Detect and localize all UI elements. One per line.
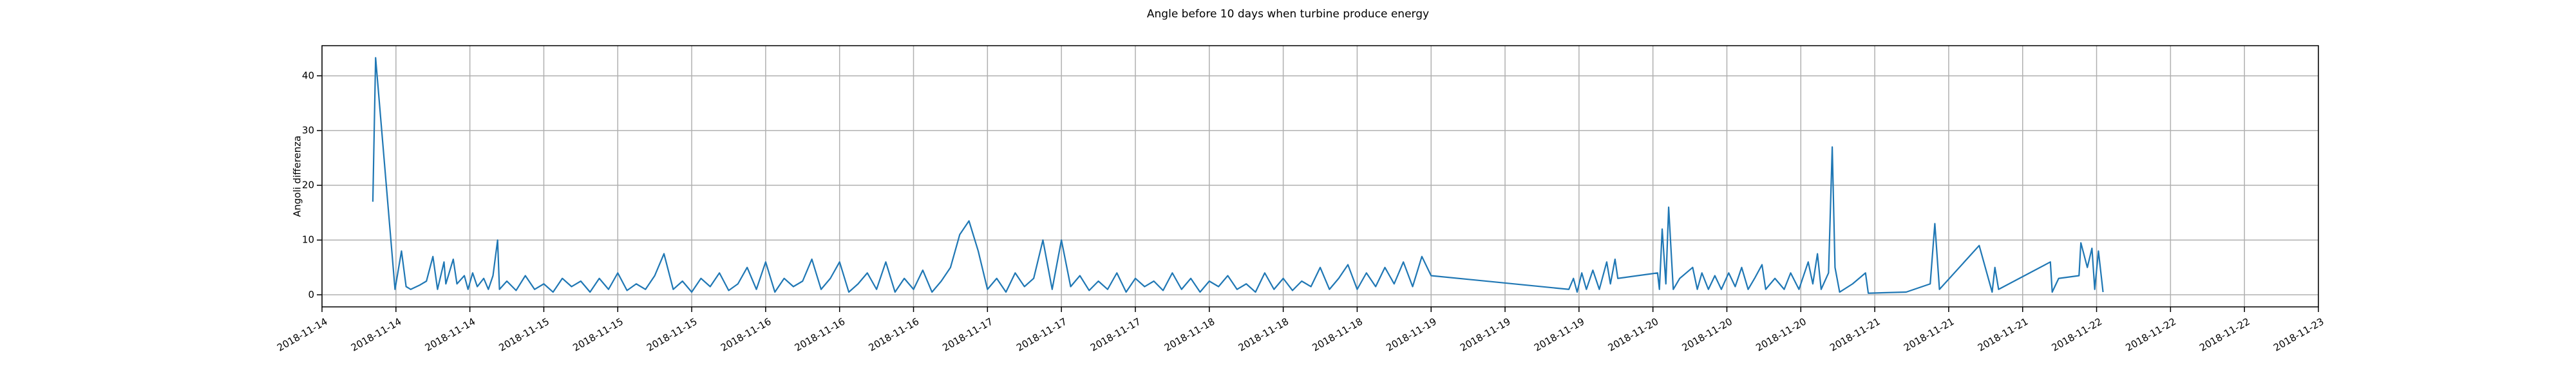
- x-tick-label: 2018-11-18: [1162, 316, 1217, 354]
- y-tick-label: 20: [302, 179, 314, 191]
- x-tick-label: 2018-11-23: [2271, 316, 2326, 354]
- x-tick-label: 2018-11-22: [2197, 316, 2252, 354]
- x-tick-label: 2018-11-21: [1976, 316, 2031, 354]
- x-tick-label: 2018-11-17: [940, 316, 995, 354]
- x-tick-label: 2018-11-15: [571, 316, 625, 354]
- y-tick-label: 0: [308, 289, 314, 300]
- x-tick-label: 2018-11-17: [1088, 316, 1143, 354]
- x-tick-label: 2018-11-16: [793, 316, 848, 354]
- y-tick-label: 10: [302, 234, 314, 246]
- x-tick-label: 2018-11-14: [423, 316, 478, 354]
- x-tick-label: 2018-11-19: [1384, 316, 1439, 354]
- x-tick-label: 2018-11-20: [1754, 316, 1808, 354]
- x-tick-label: 2018-11-15: [645, 316, 699, 354]
- x-tick-label: 2018-11-16: [867, 316, 922, 354]
- x-tick-label: 2018-11-17: [1014, 316, 1069, 354]
- x-tick-label: 2018-11-20: [1606, 316, 1661, 354]
- x-tick-label: 2018-11-16: [719, 316, 773, 354]
- x-tick-label: 2018-11-18: [1311, 316, 1365, 354]
- y-axis-label: Angoli differenza: [292, 136, 303, 217]
- x-tick-label: 2018-11-22: [2123, 316, 2178, 354]
- x-tick-label: 2018-11-21: [1828, 316, 1882, 354]
- x-tick-label: 2018-11-14: [349, 316, 404, 354]
- x-tick-label: 2018-11-15: [497, 316, 552, 354]
- data-line: [372, 57, 2104, 294]
- plot-frame: [321, 45, 2319, 308]
- y-tick-label: 30: [302, 124, 314, 136]
- x-tick-label: 2018-11-20: [1680, 316, 1735, 354]
- y-tick-label: 40: [302, 69, 314, 81]
- x-tick-label: 2018-11-21: [1902, 316, 1956, 354]
- x-tick-label: 2018-11-19: [1532, 316, 1587, 354]
- x-tick-label: 2018-11-14: [275, 316, 330, 354]
- x-tick-label: 2018-11-19: [1458, 316, 1513, 354]
- x-tick-label: 2018-11-18: [1236, 316, 1291, 354]
- chart-title: Angle before 10 days when turbine produc…: [1147, 8, 1429, 21]
- x-tick-label: 2018-11-22: [2050, 316, 2105, 354]
